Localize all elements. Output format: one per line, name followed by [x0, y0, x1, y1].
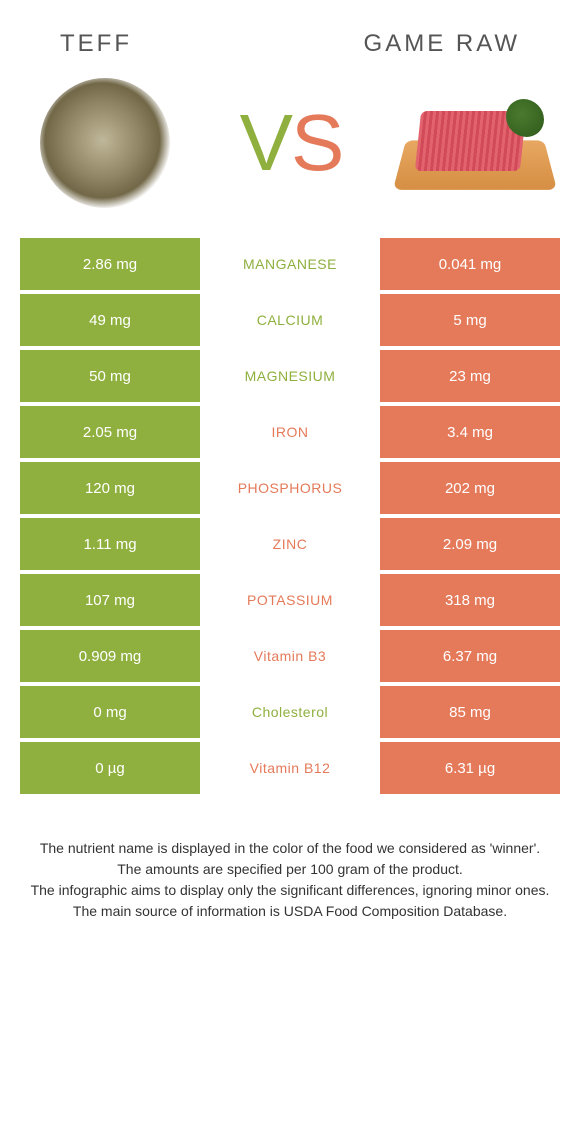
table-row: 50 mgMAGNESIUM23 mg [20, 350, 560, 406]
right-value: 6.37 mg [380, 630, 560, 682]
game-raw-image [400, 88, 550, 198]
footer-notes: The nutrient name is displayed in the co… [0, 798, 580, 922]
left-value: 50 mg [20, 350, 200, 402]
header-row: TEFF GAME RAW [0, 0, 580, 68]
table-row: 107 mgPOTASSIUM318 mg [20, 574, 560, 630]
left-value: 49 mg [20, 294, 200, 346]
nutrient-name: Vitamin B3 [200, 630, 380, 682]
nutrient-name: ZINC [200, 518, 380, 570]
right-value: 0.041 mg [380, 238, 560, 290]
right-value: 23 mg [380, 350, 560, 402]
right-title: GAME RAW [364, 30, 520, 58]
teff-image [30, 88, 180, 198]
table-row: 0 mgCholesterol85 mg [20, 686, 560, 742]
vs-s-letter: S [291, 97, 340, 189]
left-value: 0 mg [20, 686, 200, 738]
left-value: 107 mg [20, 574, 200, 626]
vs-v-letter: V [240, 97, 289, 189]
table-row: 1.11 mgZINC2.09 mg [20, 518, 560, 574]
left-value: 0.909 mg [20, 630, 200, 682]
vs-label: V S [240, 97, 341, 189]
right-value: 5 mg [380, 294, 560, 346]
left-value: 0 µg [20, 742, 200, 794]
table-row: 120 mgPHOSPHORUS202 mg [20, 462, 560, 518]
right-value: 85 mg [380, 686, 560, 738]
table-row: 49 mgCALCIUM5 mg [20, 294, 560, 350]
nutrient-table: 2.86 mgMANGANESE0.041 mg49 mgCALCIUM5 mg… [20, 238, 560, 798]
table-row: 0 µgVitamin B126.31 µg [20, 742, 560, 798]
right-value: 202 mg [380, 462, 560, 514]
nutrient-name: IRON [200, 406, 380, 458]
nutrient-name: Cholesterol [200, 686, 380, 738]
footer-line: The amounts are specified per 100 gram o… [30, 859, 550, 880]
left-value: 120 mg [20, 462, 200, 514]
teff-icon [40, 78, 170, 208]
nutrient-name: MANGANESE [200, 238, 380, 290]
footer-line: The infographic aims to display only the… [30, 880, 550, 901]
nutrient-name: POTASSIUM [200, 574, 380, 626]
images-row: V S [0, 68, 580, 238]
nutrient-name: MAGNESIUM [200, 350, 380, 402]
right-value: 318 mg [380, 574, 560, 626]
nutrient-name: CALCIUM [200, 294, 380, 346]
table-row: 2.86 mgMANGANESE0.041 mg [20, 238, 560, 294]
footer-line: The nutrient name is displayed in the co… [30, 838, 550, 859]
table-row: 0.909 mgVitamin B36.37 mg [20, 630, 560, 686]
left-value: 1.11 mg [20, 518, 200, 570]
left-value: 2.05 mg [20, 406, 200, 458]
nutrient-name: PHOSPHORUS [200, 462, 380, 514]
right-value: 3.4 mg [380, 406, 560, 458]
left-value: 2.86 mg [20, 238, 200, 290]
right-value: 2.09 mg [380, 518, 560, 570]
right-value: 6.31 µg [380, 742, 560, 794]
left-title: TEFF [60, 30, 132, 58]
table-row: 2.05 mgIRON3.4 mg [20, 406, 560, 462]
nutrient-name: Vitamin B12 [200, 742, 380, 794]
meat-icon [400, 93, 550, 193]
footer-line: The main source of information is USDA F… [30, 901, 550, 922]
